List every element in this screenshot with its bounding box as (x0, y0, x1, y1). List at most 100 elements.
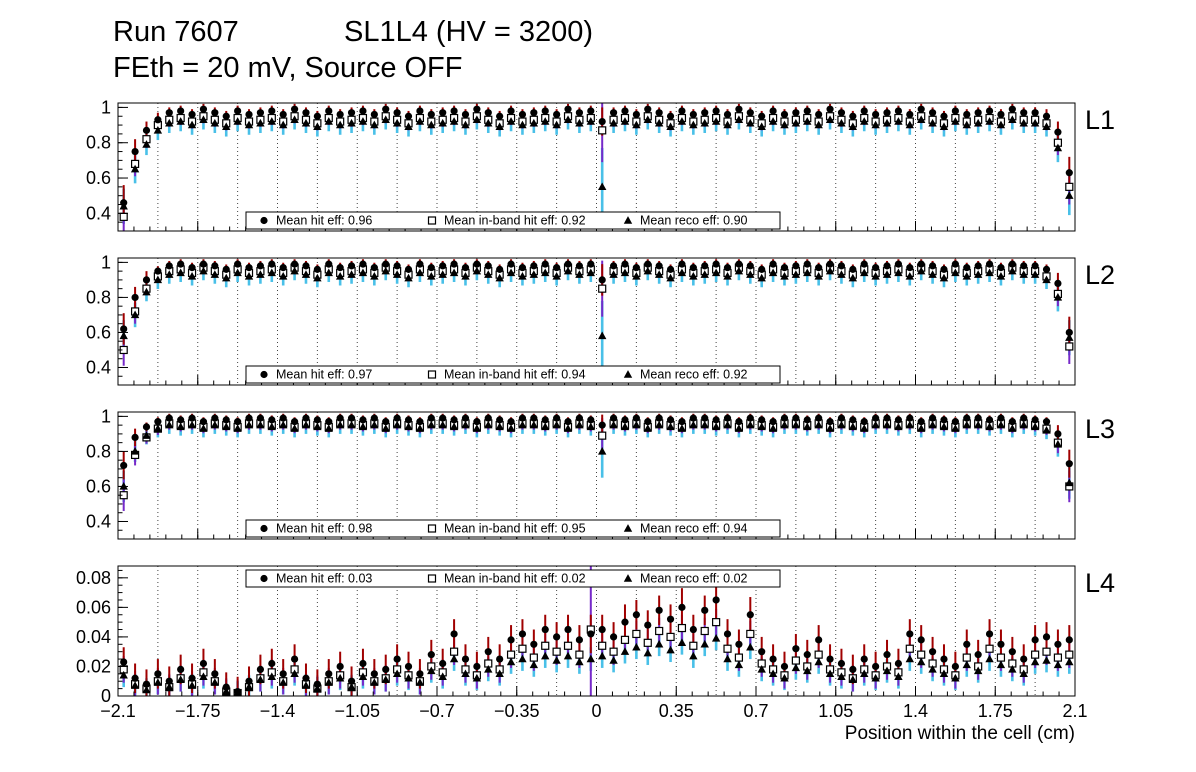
filled-circle-marker (860, 655, 868, 663)
filled-circle-marker (439, 109, 447, 117)
legend-box (245, 569, 781, 588)
filled-triangle-marker (518, 420, 527, 429)
filled-triangle-marker (301, 681, 311, 689)
filled-triangle-marker (623, 370, 633, 378)
filled-triangle-marker (153, 275, 163, 284)
filled-triangle-marker (119, 482, 128, 490)
layer-label: L2 (1085, 260, 1115, 290)
filled-circle-marker (655, 109, 663, 117)
filled-circle-marker (359, 107, 367, 115)
filled-triangle-marker (746, 642, 755, 651)
filled-triangle-marker (244, 682, 254, 691)
filled-triangle-marker (370, 420, 379, 429)
filled-triangle-marker (791, 420, 801, 429)
filled-circle-marker (268, 416, 276, 424)
filled-triangle-marker (518, 271, 527, 280)
filled-triangle-marker (894, 117, 903, 125)
filled-triangle-marker (609, 270, 618, 278)
filled-circle-marker (165, 262, 173, 270)
filled-circle-marker (928, 414, 937, 422)
filled-triangle-marker (495, 422, 504, 431)
filled-triangle-marker (199, 672, 208, 680)
filled-circle-marker (302, 674, 310, 682)
filled-triangle-marker (278, 420, 288, 429)
filled-triangle-marker (734, 115, 744, 123)
filled-triangle-marker (1053, 660, 1063, 669)
filled-triangle-marker (256, 118, 265, 127)
legend-box (245, 365, 781, 384)
filled-circle-marker (404, 416, 413, 424)
filled-triangle-marker (176, 422, 185, 431)
filled-triangle-marker (165, 420, 174, 429)
x-tick-label: 0.35 (659, 701, 694, 721)
panel-l2: 0.4 0.6 0.8 1 L2 Mean hit eff: 0.97 Mean in-ba… (86, 252, 1115, 386)
open-square-marker (791, 656, 800, 665)
filled-circle-marker (758, 648, 766, 656)
filled-circle-marker (883, 414, 891, 422)
filled-circle-marker (678, 418, 686, 426)
filled-circle-marker (735, 105, 743, 113)
open-square-marker (1065, 650, 1074, 659)
filled-triangle-marker (586, 117, 596, 125)
filled-triangle-marker (518, 120, 527, 129)
filled-circle-marker (370, 110, 378, 119)
filled-triangle-marker (666, 122, 675, 131)
filled-circle-marker (234, 260, 242, 268)
filled-circle-marker (587, 260, 595, 268)
filled-triangle-marker (654, 118, 664, 127)
filled-circle-marker (644, 621, 652, 629)
filled-triangle-marker (176, 117, 185, 125)
filled-triangle-marker (449, 117, 459, 125)
filled-triangle-marker (677, 268, 687, 277)
filled-circle-marker (142, 126, 151, 134)
y-tick-label: 0.8 (86, 287, 111, 307)
filled-circle-marker (120, 325, 128, 333)
open-square-marker (905, 644, 914, 653)
filled-circle-marker (450, 630, 458, 638)
filled-circle-marker (234, 107, 242, 115)
filled-triangle-marker (381, 115, 390, 123)
filled-triangle-marker (780, 673, 789, 682)
filled-circle-marker (644, 418, 652, 426)
filled-triangle-marker (438, 270, 447, 278)
filled-circle-marker (279, 264, 287, 272)
filled-triangle-marker (1042, 425, 1051, 434)
filled-triangle-marker (427, 420, 436, 429)
filled-triangle-marker (415, 678, 425, 686)
filled-circle-marker (928, 262, 937, 270)
filled-triangle-marker (244, 420, 254, 429)
x-tick-label: 1.75 (978, 701, 1013, 721)
filled-circle-marker (632, 414, 640, 422)
filled-triangle-marker (780, 420, 789, 429)
filled-circle-marker (404, 112, 413, 120)
filled-triangle-marker (484, 665, 493, 673)
filled-circle-marker (758, 112, 766, 120)
filled-triangle-marker (700, 639, 709, 648)
filled-triangle-marker (301, 270, 311, 278)
filled-triangle-marker (723, 654, 732, 663)
legend-label: Mean reco eff: 0.90 (640, 214, 748, 228)
filled-circle-marker (142, 680, 151, 688)
filled-triangle-marker (381, 675, 390, 683)
filled-triangle-marker (404, 422, 413, 431)
filled-circle-marker (689, 414, 697, 422)
filled-triangle-marker (928, 270, 937, 278)
filled-circle-marker (427, 414, 435, 422)
filled-circle-marker (1065, 169, 1073, 177)
filled-circle-marker (826, 105, 834, 113)
filled-triangle-marker (222, 687, 231, 695)
filled-circle-marker (792, 645, 800, 653)
panel-l3: 0.4 0.6 0.8 1 L3 Mean hit eff: 0.98 Mean in-ba… (86, 406, 1115, 540)
filled-triangle-marker (176, 675, 185, 683)
filled-triangle-marker (803, 268, 812, 277)
filled-triangle-marker (165, 118, 174, 127)
filled-triangle-marker (1008, 424, 1017, 432)
open-square-marker (541, 641, 550, 650)
filled-triangle-marker (347, 270, 356, 278)
filled-triangle-marker (814, 420, 823, 429)
filled-triangle-marker (951, 268, 960, 277)
filled-circle-marker (837, 109, 846, 117)
open-square-marker (427, 574, 437, 583)
x-axis-title: Position within the cell (cm) (844, 723, 1075, 744)
filled-triangle-marker (324, 117, 333, 125)
